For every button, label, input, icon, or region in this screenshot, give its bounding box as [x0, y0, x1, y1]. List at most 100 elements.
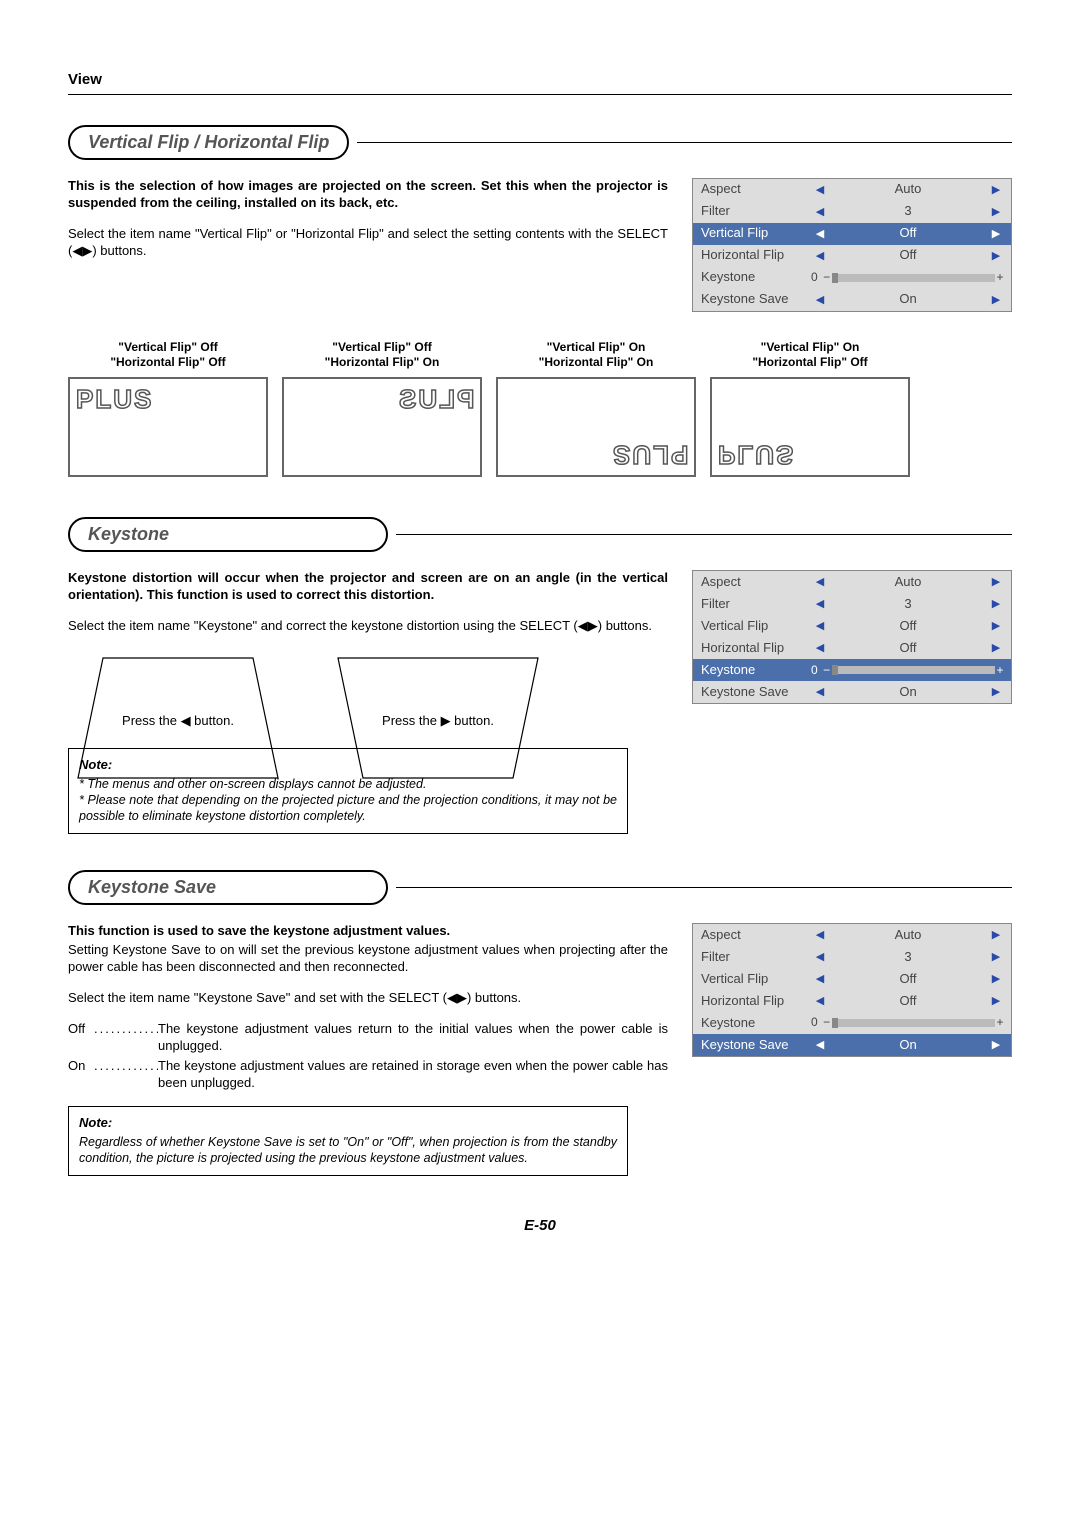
- plus-word: PLUS: [611, 437, 688, 471]
- menu-row-filter[interactable]: Filter◀3▶: [693, 946, 1011, 968]
- menu-row-filter[interactable]: Filter◀3▶: [693, 593, 1011, 615]
- menu-label: Aspect: [701, 574, 811, 591]
- arrow-left-icon[interactable]: ◀: [811, 575, 829, 589]
- arrow-left-icon[interactable]: ◀: [811, 950, 829, 964]
- section2-rule: [396, 534, 1012, 535]
- menu-row-horizontal-flip[interactable]: Horizontal Flip◀Off▶: [693, 990, 1011, 1012]
- menu-label: Filter: [701, 949, 811, 966]
- section3-bold-line: This function is used to save the keysto…: [68, 923, 668, 940]
- page-number: E-50: [68, 1216, 1012, 1236]
- menu-label: Vertical Flip: [701, 225, 811, 242]
- menu-value: On: [829, 1037, 987, 1054]
- arrow-right-icon[interactable]: ▶: [987, 641, 1005, 655]
- menu-value: Auto: [829, 574, 987, 591]
- menu-value: Off: [829, 993, 987, 1010]
- section3-title: Keystone Save: [68, 870, 388, 905]
- menu-keystone-slider[interactable]: 0−+: [811, 663, 1005, 679]
- trap-left-box: Press the ◀ button.: [68, 653, 288, 730]
- arrow-left-icon[interactable]: ◀: [811, 205, 829, 219]
- menu-row-horizontal-flip[interactable]: Horizontal Flip◀Off▶: [693, 637, 1011, 659]
- arrow-right-icon[interactable]: ▶: [987, 928, 1005, 942]
- section3-title-row: Keystone Save: [68, 870, 1012, 905]
- arrow-right-icon[interactable]: ▶: [987, 575, 1005, 589]
- flip-box-screen: PLUS: [496, 377, 696, 477]
- menu-keystone-slider[interactable]: 0−+: [811, 1015, 1005, 1031]
- menu-table-1: Aspect◀Auto▶Filter◀3▶Vertical Flip◀Off▶H…: [692, 178, 1012, 312]
- menu-row-vertical-flip[interactable]: Vertical Flip◀Off▶: [693, 223, 1011, 245]
- menu-value: Off: [829, 225, 987, 242]
- slider-plus: +: [995, 663, 1005, 679]
- menu-label: Keystone: [701, 269, 811, 286]
- arrow-right-icon[interactable]: ▶: [987, 293, 1005, 307]
- menu-label: Keystone Save: [701, 291, 811, 308]
- arrow-left-icon[interactable]: ◀: [811, 641, 829, 655]
- menu-row-aspect[interactable]: Aspect◀Auto▶: [693, 924, 1011, 946]
- arrow-right-icon[interactable]: ▶: [987, 685, 1005, 699]
- menu-row-keystone[interactable]: Keystone0−+: [693, 659, 1011, 681]
- section2-title: Keystone: [68, 517, 388, 552]
- section2-bold-para: Keystone distortion will occur when the …: [68, 570, 668, 604]
- arrow-right-icon[interactable]: ▶: [987, 994, 1005, 1008]
- menu-row-horizontal-flip[interactable]: Horizontal Flip◀Off▶: [693, 245, 1011, 267]
- arrow-left-icon[interactable]: ◀: [811, 1038, 829, 1052]
- menu-row-keystone[interactable]: Keystone0−+: [693, 1012, 1011, 1034]
- menu-label: Keystone Save: [701, 1037, 811, 1054]
- menu-row-vertical-flip[interactable]: Vertical Flip◀Off▶: [693, 615, 1011, 637]
- section3-body-para1: Setting Keystone Save to on will set the…: [68, 942, 668, 976]
- arrow-right-icon[interactable]: ▶: [987, 597, 1005, 611]
- arrow-right-icon[interactable]: ▶: [987, 1038, 1005, 1052]
- arrow-right-icon[interactable]: ▶: [987, 183, 1005, 197]
- slider-minus: −: [822, 270, 832, 286]
- arrow-left-icon[interactable]: ◀: [811, 619, 829, 633]
- arrow-right-icon[interactable]: ▶: [987, 972, 1005, 986]
- menu-label: Filter: [701, 596, 811, 613]
- menu-row-filter[interactable]: Filter◀3▶: [693, 201, 1011, 223]
- section1-bold-para: This is the selection of how images are …: [68, 178, 668, 212]
- arrow-left-icon[interactable]: ◀: [811, 928, 829, 942]
- menu-label: Filter: [701, 203, 811, 220]
- section3-note-box: Note: Regardless of whether Keystone Sav…: [68, 1106, 628, 1175]
- arrow-right-icon[interactable]: ▶: [987, 619, 1005, 633]
- menu-row-aspect[interactable]: Aspect◀Auto▶: [693, 571, 1011, 593]
- menu-value: Off: [829, 640, 987, 657]
- flip-box-caption: "Vertical Flip" Off"Horizontal Flip" On: [282, 340, 482, 371]
- arrow-right-icon[interactable]: ▶: [987, 205, 1005, 219]
- section2-body-para: Select the item name "Keystone" and corr…: [68, 618, 668, 635]
- menu-value: 3: [829, 203, 987, 220]
- menu-label: Keystone: [701, 662, 811, 679]
- menu-row-keystone-save[interactable]: Keystone Save◀On▶: [693, 681, 1011, 703]
- arrow-right-icon[interactable]: ▶: [987, 950, 1005, 964]
- section3-note-body: Regardless of whether Keystone Save is s…: [79, 1134, 617, 1167]
- slider-thumb: [832, 1018, 838, 1028]
- plus-word: PLUS: [718, 437, 795, 471]
- arrow-left-icon[interactable]: ◀: [811, 249, 829, 263]
- menu-row-vertical-flip[interactable]: Vertical Flip◀Off▶: [693, 968, 1011, 990]
- menu-row-keystone-save[interactable]: Keystone Save◀On▶: [693, 289, 1011, 311]
- section1-body-para: Select the item name "Vertical Flip" or …: [68, 226, 668, 260]
- arrow-right-icon[interactable]: ▶: [987, 249, 1005, 263]
- section2-twocol: Keystone distortion will occur when the …: [68, 570, 1012, 833]
- arrow-left-icon[interactable]: ◀: [811, 972, 829, 986]
- slider-minus: −: [822, 663, 832, 679]
- menu-label: Horizontal Flip: [701, 247, 811, 264]
- section2-note-body2: * Please note that depending on the proj…: [79, 792, 617, 825]
- menu-row-aspect[interactable]: Aspect◀Auto▶: [693, 179, 1011, 201]
- arrow-left-icon[interactable]: ◀: [811, 227, 829, 241]
- section3-body-para2: Select the item name "Keystone Save" and…: [68, 990, 668, 1007]
- arrow-left-icon[interactable]: ◀: [811, 293, 829, 307]
- arrow-left-icon[interactable]: ◀: [811, 994, 829, 1008]
- section1-title-row: Vertical Flip / Horizontal Flip: [68, 125, 1012, 160]
- list-item: On..............The keystone adjustment …: [68, 1058, 668, 1092]
- list-key: Off: [68, 1021, 94, 1055]
- keystone-save-list: Off..............The keystone adjustment…: [68, 1021, 668, 1093]
- menu-row-keystone-save[interactable]: Keystone Save◀On▶: [693, 1034, 1011, 1056]
- menu-label: Vertical Flip: [701, 971, 811, 988]
- arrow-left-icon[interactable]: ◀: [811, 183, 829, 197]
- menu-value: Off: [829, 618, 987, 635]
- menu-row-keystone[interactable]: Keystone0−+: [693, 267, 1011, 289]
- arrow-left-icon[interactable]: ◀: [811, 597, 829, 611]
- arrow-right-icon[interactable]: ▶: [987, 227, 1005, 241]
- arrow-left-icon[interactable]: ◀: [811, 685, 829, 699]
- menu-label: Vertical Flip: [701, 618, 811, 635]
- menu-keystone-slider[interactable]: 0−+: [811, 270, 1005, 286]
